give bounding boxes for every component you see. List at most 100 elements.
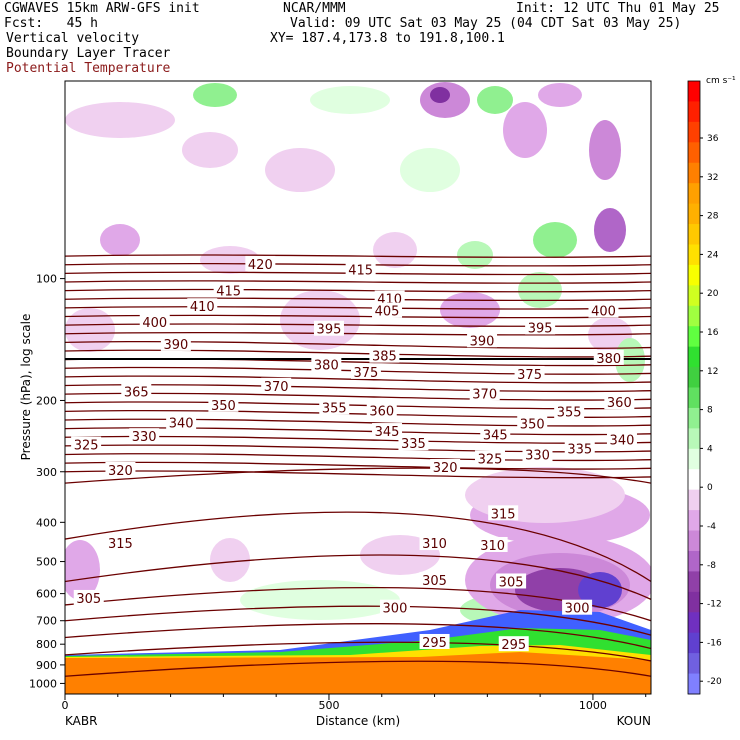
plot-frame xyxy=(64,80,652,695)
colorbar: 36 32 28 24 20 16 12 8 4 0 -4 -8 -12 -16 -20 xyxy=(687,80,722,695)
theta-label-bg xyxy=(604,394,635,410)
theta-label: 315 xyxy=(108,537,133,552)
colorbar-label: 12 xyxy=(707,367,718,377)
theta-label: 350 xyxy=(520,418,545,433)
colorbar-swatch xyxy=(688,326,700,348)
theta-label: 330 xyxy=(525,449,550,464)
colorbar-swatch xyxy=(688,632,700,654)
theta-contour xyxy=(65,340,651,349)
theta-label: 345 xyxy=(483,429,508,444)
colorbar-swatch xyxy=(688,203,700,225)
theta-label-bg xyxy=(398,435,429,451)
theta-contour xyxy=(65,418,651,427)
theta-label-bg xyxy=(564,440,595,456)
colorbar-swatch xyxy=(688,367,700,388)
colorbar-label: -4 xyxy=(707,522,716,532)
theta-label-bg xyxy=(593,349,624,365)
colorbar-swatch xyxy=(688,264,700,286)
forecast-hour: Fcst: 45 h xyxy=(4,16,98,31)
theta-label: 310 xyxy=(422,537,447,552)
colorbar-swatch xyxy=(688,183,700,205)
x-axis: 0 500 1000 xyxy=(62,694,647,712)
y-tick-label: 700 xyxy=(36,615,57,628)
theta-contour xyxy=(65,331,651,336)
y-tick-label: 600 xyxy=(36,588,57,601)
theta-label-bg xyxy=(71,436,102,452)
colorbar-swatch xyxy=(688,591,700,613)
colorbar-swatch xyxy=(688,653,700,675)
theta-label: 355 xyxy=(557,406,582,421)
colorbar-label: 4 xyxy=(707,444,713,454)
theta-label: 370 xyxy=(264,380,289,395)
theta-label: 400 xyxy=(142,316,167,331)
theta-contour xyxy=(65,554,651,600)
theta-label: 300 xyxy=(383,602,408,617)
theta-label-bg xyxy=(105,535,136,551)
theta-contour xyxy=(65,288,651,293)
theta-contour xyxy=(65,623,651,650)
theta-contour xyxy=(65,349,651,358)
theta-label-bg xyxy=(372,302,403,318)
valid-time: Valid: 09 UTC Sat 03 May 25 (04 CDT Sat … xyxy=(290,16,682,31)
org-label: NCAR/MMM xyxy=(283,1,346,16)
theta-label: 405 xyxy=(375,305,400,320)
theta-contour xyxy=(65,641,651,662)
colorbar-swatch xyxy=(688,469,700,491)
colorbar-label: -20 xyxy=(707,677,722,687)
theta-label: 380 xyxy=(596,352,621,367)
theta-label: 395 xyxy=(528,321,553,336)
theta-label-bg xyxy=(419,571,450,587)
theta-contour xyxy=(65,586,651,622)
theta-label: 365 xyxy=(124,385,149,400)
model-title: CGWAVES 15km ARW-GFS init xyxy=(4,1,200,16)
theta-label: 295 xyxy=(501,638,526,653)
y-tick-label: 500 xyxy=(36,556,57,569)
theta-label-bg xyxy=(477,536,508,552)
theta-contour xyxy=(65,427,651,436)
theta-label-bg xyxy=(514,365,545,381)
theta-label: 415 xyxy=(348,264,373,279)
theta-label-bg xyxy=(419,535,450,551)
theta-label: 380 xyxy=(314,358,339,373)
colorbar-swatch xyxy=(688,101,700,123)
theta-label-bg xyxy=(187,298,218,314)
y-tick-label: 800 xyxy=(36,638,57,651)
colorbar-swatch xyxy=(688,162,700,184)
colorbar-swatch xyxy=(688,81,700,102)
colorbar-label: 0 xyxy=(707,483,713,493)
theta-label-bg xyxy=(105,461,136,477)
theta-contour xyxy=(65,660,651,677)
theta-label: 370 xyxy=(472,387,497,402)
theta-label: 310 xyxy=(480,539,505,554)
theta-contour xyxy=(65,306,651,310)
theta-label-bg xyxy=(474,450,505,466)
theta-label: 345 xyxy=(375,425,400,440)
theta-label: 335 xyxy=(401,437,426,452)
colorbar-swatch xyxy=(688,387,700,409)
y-axis: 100 200 300 400 500 600 700 800 900 1000 xyxy=(29,273,65,690)
theta-label: 360 xyxy=(607,396,632,411)
theta-label-bg xyxy=(372,423,403,439)
theta-label: 315 xyxy=(491,507,516,522)
colorbar-label: 16 xyxy=(707,328,719,338)
theta-label: 325 xyxy=(478,452,503,467)
theta-label: 420 xyxy=(248,258,273,273)
theta-label-bg xyxy=(606,431,637,447)
theta-label-bg xyxy=(121,383,152,399)
theta-label: 395 xyxy=(317,323,342,338)
y-tick-label: 400 xyxy=(36,516,57,529)
theta-contour xyxy=(65,453,651,462)
theta-label: 375 xyxy=(517,368,542,383)
theta-label-bg xyxy=(469,385,500,401)
theta-label: 360 xyxy=(369,405,394,420)
cross-section-endpoints: XY= 187.4,173.8 to 191.8,100.1 xyxy=(270,31,505,46)
theta-label-bg xyxy=(73,589,104,605)
x-tick-label: 0 xyxy=(62,699,69,712)
colorbar-swatch xyxy=(688,673,700,695)
colorbar-swatch xyxy=(688,285,700,307)
colorbar-swatch xyxy=(688,244,700,266)
colorbar-swatch xyxy=(688,530,700,552)
colorbar-swatch xyxy=(688,305,700,327)
colorbar-label: 8 xyxy=(707,406,713,416)
